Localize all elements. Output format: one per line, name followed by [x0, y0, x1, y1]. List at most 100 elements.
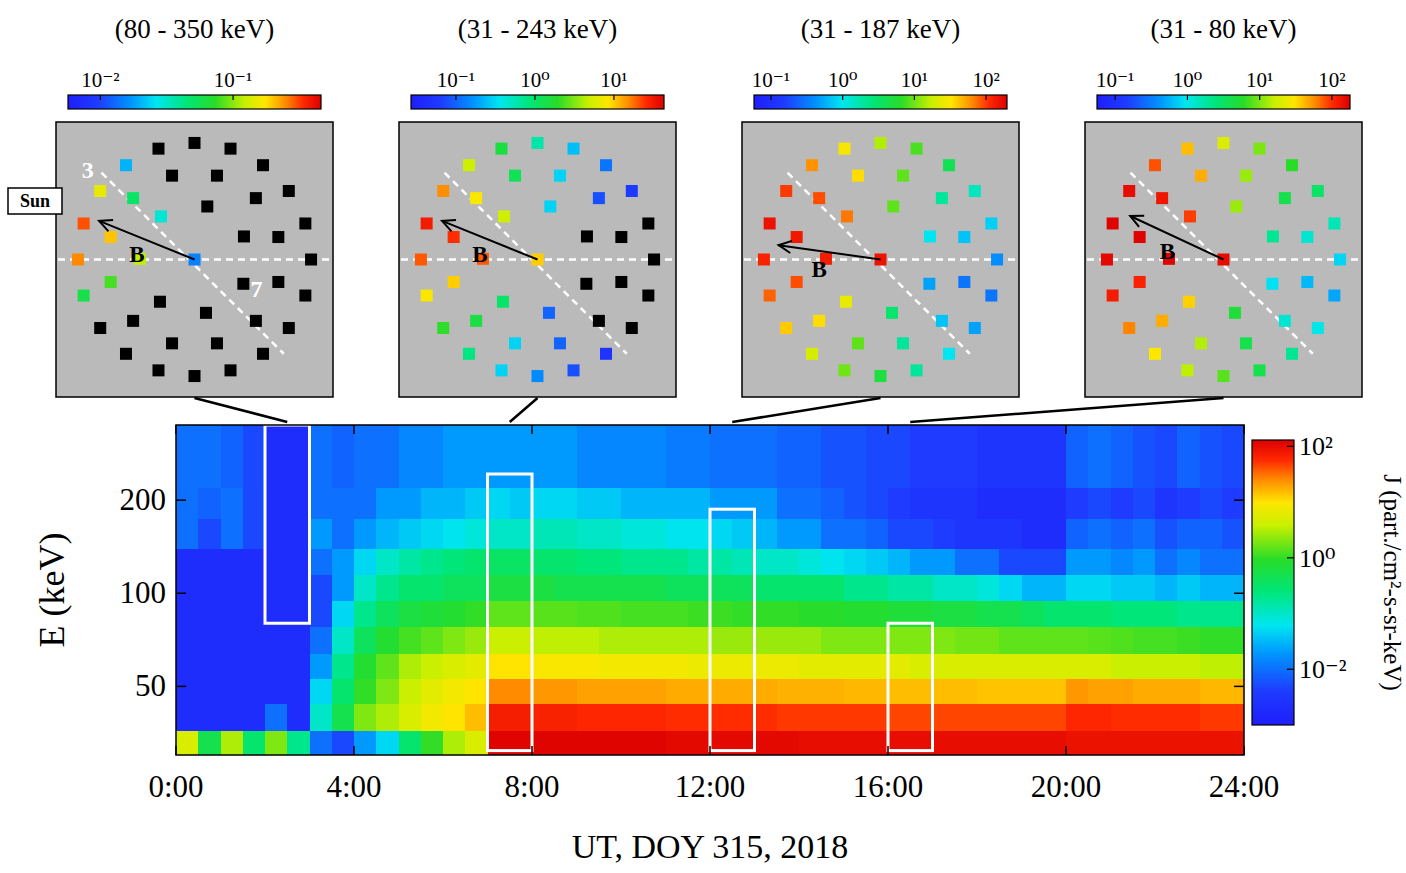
- figure: 0:004:008:0012:0016:0020:0024:0050100200…: [0, 0, 1406, 873]
- sky-pixel: [958, 276, 970, 288]
- sky-pixel: [642, 290, 654, 302]
- sky-pixel: [509, 170, 521, 182]
- sky-map-panel: (31 - 243 keV)10⁻¹10⁰10¹B: [399, 14, 676, 397]
- panel-colorbar: [754, 95, 1007, 109]
- heatmap-cell: [666, 704, 689, 732]
- heatmap-cell: [1155, 679, 1178, 705]
- pixel-label: 7: [251, 276, 263, 302]
- sky-pixel: [936, 192, 948, 204]
- sky-pixel: [600, 348, 612, 360]
- heatmap-cell: [465, 731, 488, 755]
- heatmap-cell: [443, 679, 466, 705]
- heatmap-cell: [621, 627, 644, 654]
- heatmap-cell: [510, 679, 533, 705]
- heatmap-cell: [1133, 575, 1156, 601]
- heatmap-cell: [666, 425, 689, 488]
- panel-colorbar: [1097, 95, 1350, 109]
- sky-pixel: [813, 192, 825, 204]
- sky-pixel: [1254, 143, 1266, 155]
- sky-pixel: [78, 290, 90, 302]
- heatmap-cell: [443, 548, 466, 575]
- heatmap-cell: [465, 425, 488, 488]
- sky-pixel: [463, 348, 475, 360]
- x-tick-label: 20:00: [1031, 769, 1102, 804]
- heatmap-cell: [354, 575, 377, 601]
- heatmap-cell: [1066, 731, 1089, 755]
- heatmap-cell: [710, 575, 733, 601]
- sky-pixel: [1279, 315, 1291, 327]
- heatmap-cell: [666, 627, 689, 654]
- heatmap-cell: [399, 600, 422, 627]
- sky-pixel: [780, 322, 792, 334]
- heatmap-cell: [354, 679, 377, 705]
- heatmap-cell: [821, 425, 844, 488]
- heatmap-cell: [977, 518, 1000, 549]
- heatmap-cell: [621, 548, 644, 575]
- panel-title: (31 - 243 keV): [458, 14, 618, 44]
- heatmap-cell: [844, 518, 867, 549]
- sky-pixel: [969, 185, 981, 197]
- heatmap-cell: [265, 518, 288, 549]
- heatmap-cell: [577, 679, 600, 705]
- heatmap-cell: [465, 653, 488, 679]
- heatmap-cell: [443, 518, 466, 549]
- heatmap-cell: [243, 731, 266, 755]
- heatmap-cell: [933, 704, 956, 732]
- heatmap-cell: [1155, 653, 1178, 679]
- sky-pixel: [94, 185, 106, 197]
- heatmap-cell: [955, 548, 978, 575]
- heatmap-cell: [554, 731, 577, 755]
- heatmap-cell: [1044, 704, 1067, 732]
- x-tick-label: 16:00: [853, 769, 924, 804]
- heatmap-cell: [265, 425, 288, 488]
- heatmap-cell: [1111, 653, 1134, 679]
- heatmap-cell: [977, 704, 1000, 732]
- heatmap-cell: [532, 679, 555, 705]
- sky-pixel: [120, 348, 132, 360]
- sky-pixel: [495, 364, 507, 376]
- heatmap-cell: [1133, 548, 1156, 575]
- heatmap-cell: [1066, 425, 1089, 488]
- heatmap-cell: [198, 600, 221, 627]
- heatmap-cell: [710, 548, 733, 575]
- panel-colorbar-tick-label: 10¹: [1246, 68, 1273, 92]
- plot-area: [176, 425, 1244, 755]
- heatmap-cell: [1044, 679, 1067, 705]
- heatmap-cell: [1177, 731, 1200, 755]
- heatmap-cell: [821, 653, 844, 679]
- heatmap-cell: [310, 487, 333, 518]
- heatmap-cell: [910, 425, 933, 488]
- panel-colorbar-tick-label: 10¹: [600, 68, 627, 92]
- heatmap-cell: [1155, 518, 1178, 549]
- heatmap-cell: [844, 425, 867, 488]
- heatmap-cell: [443, 575, 466, 601]
- heatmap-cell: [621, 575, 644, 601]
- sky-pixel: [568, 364, 580, 376]
- heatmap-cell: [332, 731, 355, 755]
- heatmap-cell: [243, 518, 266, 549]
- heatmap-cell: [221, 600, 244, 627]
- x-tick: [709, 425, 711, 434]
- heatmap-cell: [1066, 653, 1089, 679]
- heatmap-cell: [910, 548, 933, 575]
- sky-pixel: [543, 307, 555, 319]
- sky-pixel: [211, 170, 223, 182]
- heatmap-cell: [1133, 653, 1156, 679]
- panel-colorbar-tick-label: 10²: [972, 68, 999, 92]
- heatmap-cell: [510, 575, 533, 601]
- heatmap-cell: [332, 425, 355, 488]
- y-tick: [1234, 593, 1244, 595]
- sky-pixel: [283, 322, 295, 334]
- heatmap-cell: [443, 487, 466, 518]
- heatmap-cell: [532, 425, 555, 488]
- heatmap-cell: [198, 518, 221, 549]
- sky-pixel: [593, 192, 605, 204]
- heatmap-cell: [599, 679, 622, 705]
- heatmap-cell: [198, 704, 221, 732]
- heatmap-cell: [510, 600, 533, 627]
- heatmap-cell: [933, 425, 956, 488]
- x-tick: [175, 746, 177, 755]
- heatmap-cell: [1155, 731, 1178, 755]
- panel-title: (80 - 350 keV): [115, 14, 275, 44]
- heatmap-cell: [1088, 548, 1111, 575]
